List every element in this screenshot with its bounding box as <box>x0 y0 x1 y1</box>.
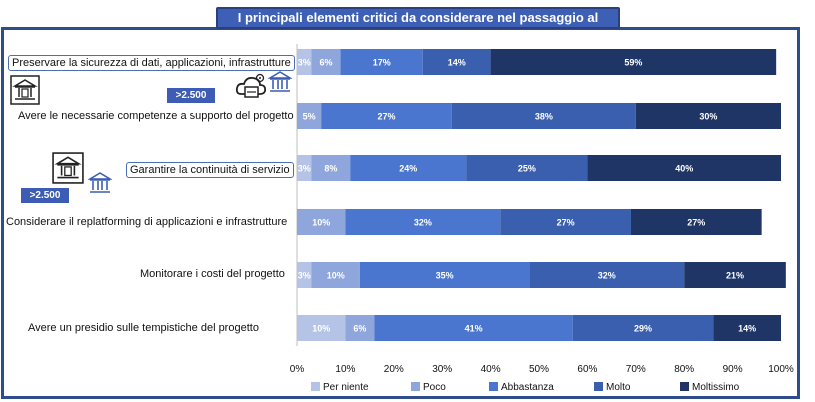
bar-segment <box>297 49 312 75</box>
data-label: 3% <box>298 58 311 68</box>
data-label: 29% <box>634 324 652 334</box>
legend-swatch <box>489 382 498 391</box>
data-label: 24% <box>399 164 417 174</box>
data-label: 41% <box>465 324 483 334</box>
x-tick-label: 30% <box>432 364 452 375</box>
bank-icon-2 <box>52 152 84 184</box>
data-label: 3% <box>298 164 311 174</box>
data-label: 32% <box>414 218 432 228</box>
data-label: 10% <box>312 324 330 334</box>
bar-segment <box>340 49 423 75</box>
legend-item: Per niente <box>311 382 369 393</box>
legend-item: Molto <box>594 382 630 393</box>
legend-swatch <box>680 382 689 391</box>
data-label: 27% <box>557 218 575 228</box>
bar-segment <box>297 315 346 341</box>
data-label: 6% <box>353 324 366 334</box>
bar-segment <box>297 103 322 129</box>
x-tick-label: 60% <box>577 364 597 375</box>
data-label: 25% <box>518 164 536 174</box>
data-label: 14% <box>448 58 466 68</box>
data-label: 35% <box>436 271 454 281</box>
bar-segment <box>422 49 491 75</box>
bar-segment <box>311 49 341 75</box>
legend-swatch <box>311 382 320 391</box>
legend-item: Moltissimo <box>680 382 739 393</box>
chart-title: I principali elementi critici da conside… <box>216 7 620 43</box>
category-label-1: Preservare la sicurezza di dati, applica… <box>8 55 295 71</box>
legend-label: Molto <box>606 382 631 393</box>
bank-icon <box>10 75 40 105</box>
bar-segment <box>635 103 781 129</box>
category-label-4: Considerare il replatforming di applicaz… <box>6 216 288 228</box>
data-label: 59% <box>624 58 642 68</box>
bar-segment <box>529 262 685 288</box>
x-tick-label: 20% <box>384 364 404 375</box>
bar-segment <box>311 155 351 181</box>
legend-item: Poco <box>411 382 446 393</box>
x-tick-label: 0% <box>290 364 305 375</box>
x-tick-label: 100% <box>768 364 794 375</box>
bar-segment <box>630 209 762 235</box>
bar-segment <box>713 315 781 341</box>
legend-item: Abbastanza <box>489 382 554 393</box>
x-tick-label: 80% <box>674 364 694 375</box>
legend-label: Abbastanza <box>501 382 554 393</box>
category-label-3: Garantire la continuità di servizio <box>126 162 294 178</box>
data-label: 32% <box>598 271 616 281</box>
bar-segment <box>490 49 777 75</box>
x-tick-label: 90% <box>723 364 743 375</box>
building-columns-icon <box>268 71 292 92</box>
bar-segment <box>297 262 312 288</box>
category-label-6: Avere un presidio sulle tempistiche del … <box>28 322 259 334</box>
bar-segment <box>466 155 588 181</box>
data-label: 10% <box>327 271 345 281</box>
x-tick-label: 10% <box>335 364 355 375</box>
bar-segment <box>345 315 375 341</box>
bar-segment <box>572 315 714 341</box>
data-label: 3% <box>298 271 311 281</box>
data-label: 14% <box>738 324 756 334</box>
bar-segment <box>345 209 501 235</box>
bar-segment <box>321 103 452 129</box>
building-columns-icon-2 <box>88 172 112 193</box>
data-label: 17% <box>373 58 391 68</box>
data-label: 21% <box>726 271 744 281</box>
bar-segment <box>451 103 636 129</box>
bar-segment <box>311 262 360 288</box>
data-label: 30% <box>699 112 717 122</box>
data-label: 40% <box>675 164 693 174</box>
data-label: 27% <box>687 218 705 228</box>
bar-segment <box>297 155 312 181</box>
legend-label: Moltissimo <box>692 382 740 393</box>
legend-label: Per niente <box>323 382 369 393</box>
employee-badge-2: >2.500 dip <box>21 188 69 216</box>
x-tick-label: 70% <box>626 364 646 375</box>
legend-label: Poco <box>423 382 446 393</box>
bar-segment <box>587 155 781 181</box>
bar-segment <box>684 262 786 288</box>
bar-segment <box>350 155 467 181</box>
x-tick-label: 50% <box>529 364 549 375</box>
bar-segment <box>374 315 573 341</box>
cloud-gear-icon <box>235 73 267 98</box>
data-label: 5% <box>303 112 316 122</box>
bar-segment <box>359 262 530 288</box>
data-label: 8% <box>324 164 337 174</box>
data-label: 38% <box>535 112 553 122</box>
employee-badge-1: >2.500 dip <box>167 88 215 116</box>
legend-swatch <box>594 382 603 391</box>
data-label: 6% <box>320 58 333 68</box>
bar-segment <box>500 209 631 235</box>
bar-segment <box>297 209 346 235</box>
data-label: 10% <box>312 218 330 228</box>
x-tick-label: 40% <box>481 364 501 375</box>
category-label-5: Monitorare i costi del progetto <box>140 268 285 280</box>
data-label: 27% <box>378 112 396 122</box>
category-label-2: Avere le necessarie competenze a support… <box>18 110 294 122</box>
legend-swatch <box>411 382 420 391</box>
